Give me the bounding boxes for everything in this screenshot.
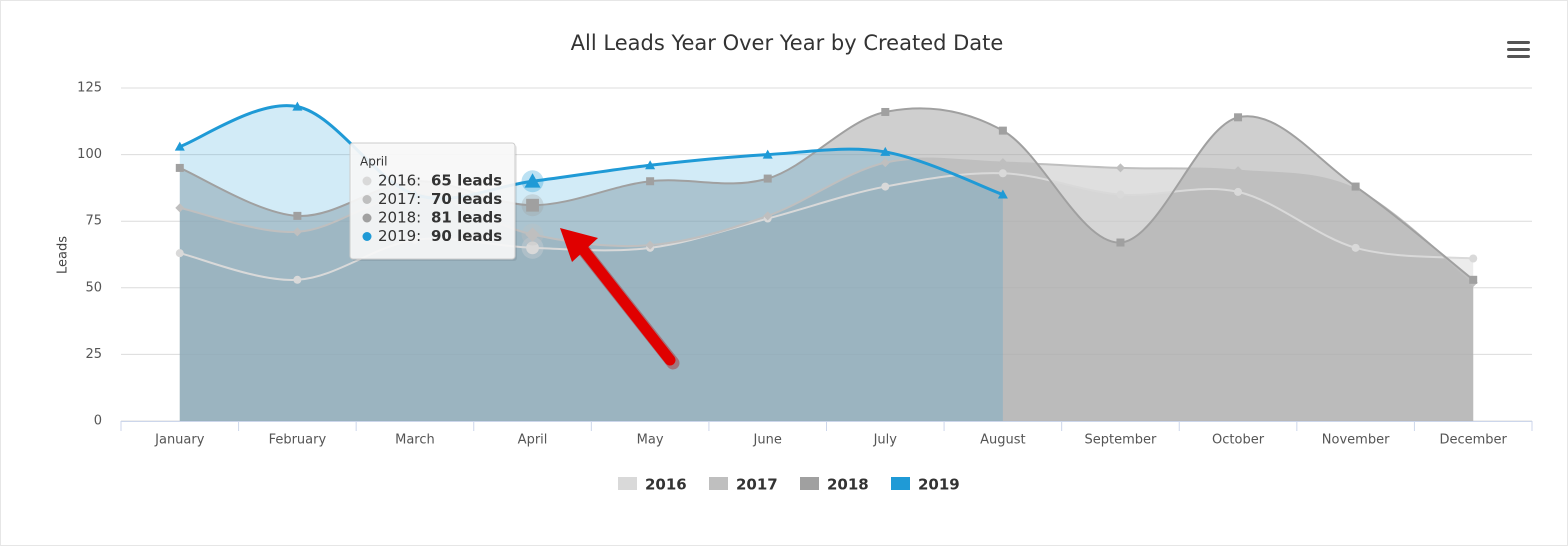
marker (292, 227, 302, 237)
y-tick-label: 100 (77, 147, 102, 162)
marker (175, 249, 184, 258)
annotation-arrow (560, 228, 680, 370)
x-tick-label: October (1212, 433, 1265, 448)
marker (175, 203, 185, 213)
marker (1233, 166, 1243, 176)
x-tick-label: June (753, 433, 782, 448)
marker (1469, 254, 1478, 263)
marker (175, 163, 184, 172)
x-tick-label: April (518, 433, 548, 448)
y-tick-label: 0 (94, 414, 102, 429)
tooltip-dot (362, 195, 372, 204)
marker (293, 275, 302, 284)
marker (174, 141, 185, 151)
tooltip-value: 81 leads (431, 209, 502, 227)
arrow-shaft (572, 237, 676, 366)
marker (645, 160, 656, 170)
marker (646, 177, 655, 186)
marker (1116, 238, 1125, 247)
legend-swatch (891, 477, 910, 490)
marker (998, 126, 1007, 135)
tooltip-label: 2019: (378, 227, 421, 245)
legend-label: 2019 (918, 476, 960, 494)
menu-button[interactable] (1507, 41, 1530, 58)
marker (998, 158, 1008, 168)
x-tick-label: January (154, 433, 205, 448)
legend-label: 2018 (827, 476, 869, 494)
marker (763, 174, 772, 183)
marker (997, 189, 1008, 199)
legend-swatch (618, 477, 637, 490)
y-tick-label: 125 (77, 81, 102, 96)
menu-bar (1507, 55, 1530, 58)
marker (763, 211, 773, 221)
tooltip-label: 2017: (378, 190, 421, 208)
legend-label: 2016 (645, 476, 687, 494)
x-tick-label: May (637, 433, 664, 448)
marker (1234, 113, 1243, 122)
x-tick-label: December (1439, 433, 1507, 448)
arrow-head (560, 228, 598, 262)
marker (881, 107, 890, 116)
y-tick-label: 25 (85, 347, 102, 362)
series-line (179, 104, 1004, 200)
tooltip-header: April (360, 155, 387, 169)
legend-swatch (800, 477, 819, 490)
x-tick-label: August (980, 433, 1026, 448)
tooltip-value: 90 leads (431, 227, 502, 245)
x-tick-label: February (269, 433, 327, 448)
tooltip-value: 70 leads (431, 190, 502, 208)
y-tick-label: 50 (85, 280, 102, 295)
marker (1234, 187, 1243, 196)
marker (645, 240, 655, 250)
tooltip-dot (362, 176, 372, 186)
marker (526, 241, 539, 255)
marker (762, 149, 773, 159)
marker (524, 173, 541, 188)
marker (1351, 182, 1360, 191)
marker (1469, 275, 1478, 284)
x-tick-label: November (1322, 433, 1390, 448)
marker (293, 211, 302, 220)
tooltip-label: 2018: (378, 209, 421, 227)
tooltip-label: 2016: (378, 172, 421, 190)
marker (880, 158, 890, 168)
marker (1351, 243, 1360, 252)
marker (526, 198, 539, 212)
tooltip-box (349, 142, 516, 260)
tooltip-value: 65 leads (431, 172, 502, 190)
marker (1116, 190, 1125, 199)
area (179, 108, 1474, 421)
legend-swatch (709, 477, 728, 490)
x-tick-label: July (873, 433, 898, 448)
x-tick-label: March (395, 433, 435, 448)
marker (880, 146, 891, 156)
x-tick-label: September (1085, 433, 1158, 448)
menu-bar (1507, 41, 1530, 44)
marker (525, 227, 540, 242)
tooltip-dot (362, 232, 372, 241)
y-tick-label: 75 (85, 214, 102, 229)
marker (292, 101, 303, 111)
marker (1115, 163, 1125, 173)
y-axis-label: Leads (56, 236, 71, 274)
tooltip-dot (362, 213, 372, 223)
chart-title: All Leads Year Over Year by Created Date (571, 31, 1004, 55)
menu-bar (1507, 48, 1530, 51)
legend-label: 2017 (736, 476, 778, 494)
marker (998, 169, 1007, 178)
marker (881, 182, 890, 191)
